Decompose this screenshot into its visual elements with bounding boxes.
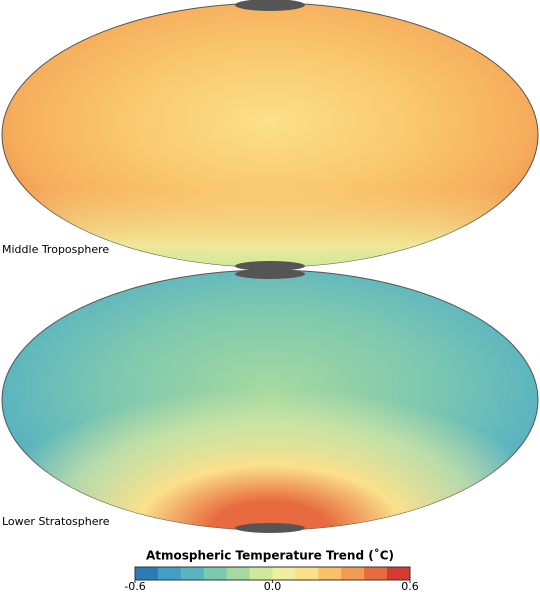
colorbar-tick-label: -0.6 <box>124 580 145 592</box>
colorbar-segment <box>364 567 388 580</box>
colorbar-segment <box>180 567 205 580</box>
colorbar-segment <box>387 567 411 580</box>
colorbar-tick-label: 0.6 <box>401 580 419 592</box>
map-label: Middle Troposphere <box>2 243 109 256</box>
colorbar-tick-label: 0.0 <box>264 580 282 592</box>
colorbar-segment <box>341 567 365 580</box>
pole-cap <box>235 269 305 279</box>
pole-cap <box>235 261 305 271</box>
lower-stratosphere-map: Lower Stratosphere <box>1 269 539 533</box>
colorbar-segment <box>272 567 296 580</box>
colorbar: Atmospheric Temperature Trend (˚C) -0.6 0… <box>124 548 418 592</box>
pole-cap <box>235 523 305 533</box>
colorbar-title: Atmospheric Temperature Trend (˚C) <box>146 548 394 563</box>
pole-cap <box>235 0 305 11</box>
colorbar-segment <box>249 567 273 580</box>
colorbar-segment <box>318 567 342 580</box>
colorbar-segment <box>226 567 251 580</box>
globe-shade <box>2 3 538 267</box>
map-label: Lower Stratosphere <box>2 515 110 528</box>
colorbar-segment <box>135 567 159 580</box>
colorbar-segment <box>295 567 319 580</box>
middle-troposphere-map: Middle Troposphere <box>1 0 539 271</box>
colorbar-segment <box>157 567 182 580</box>
colorbar-segment <box>203 567 228 580</box>
globe-shade <box>2 270 538 530</box>
